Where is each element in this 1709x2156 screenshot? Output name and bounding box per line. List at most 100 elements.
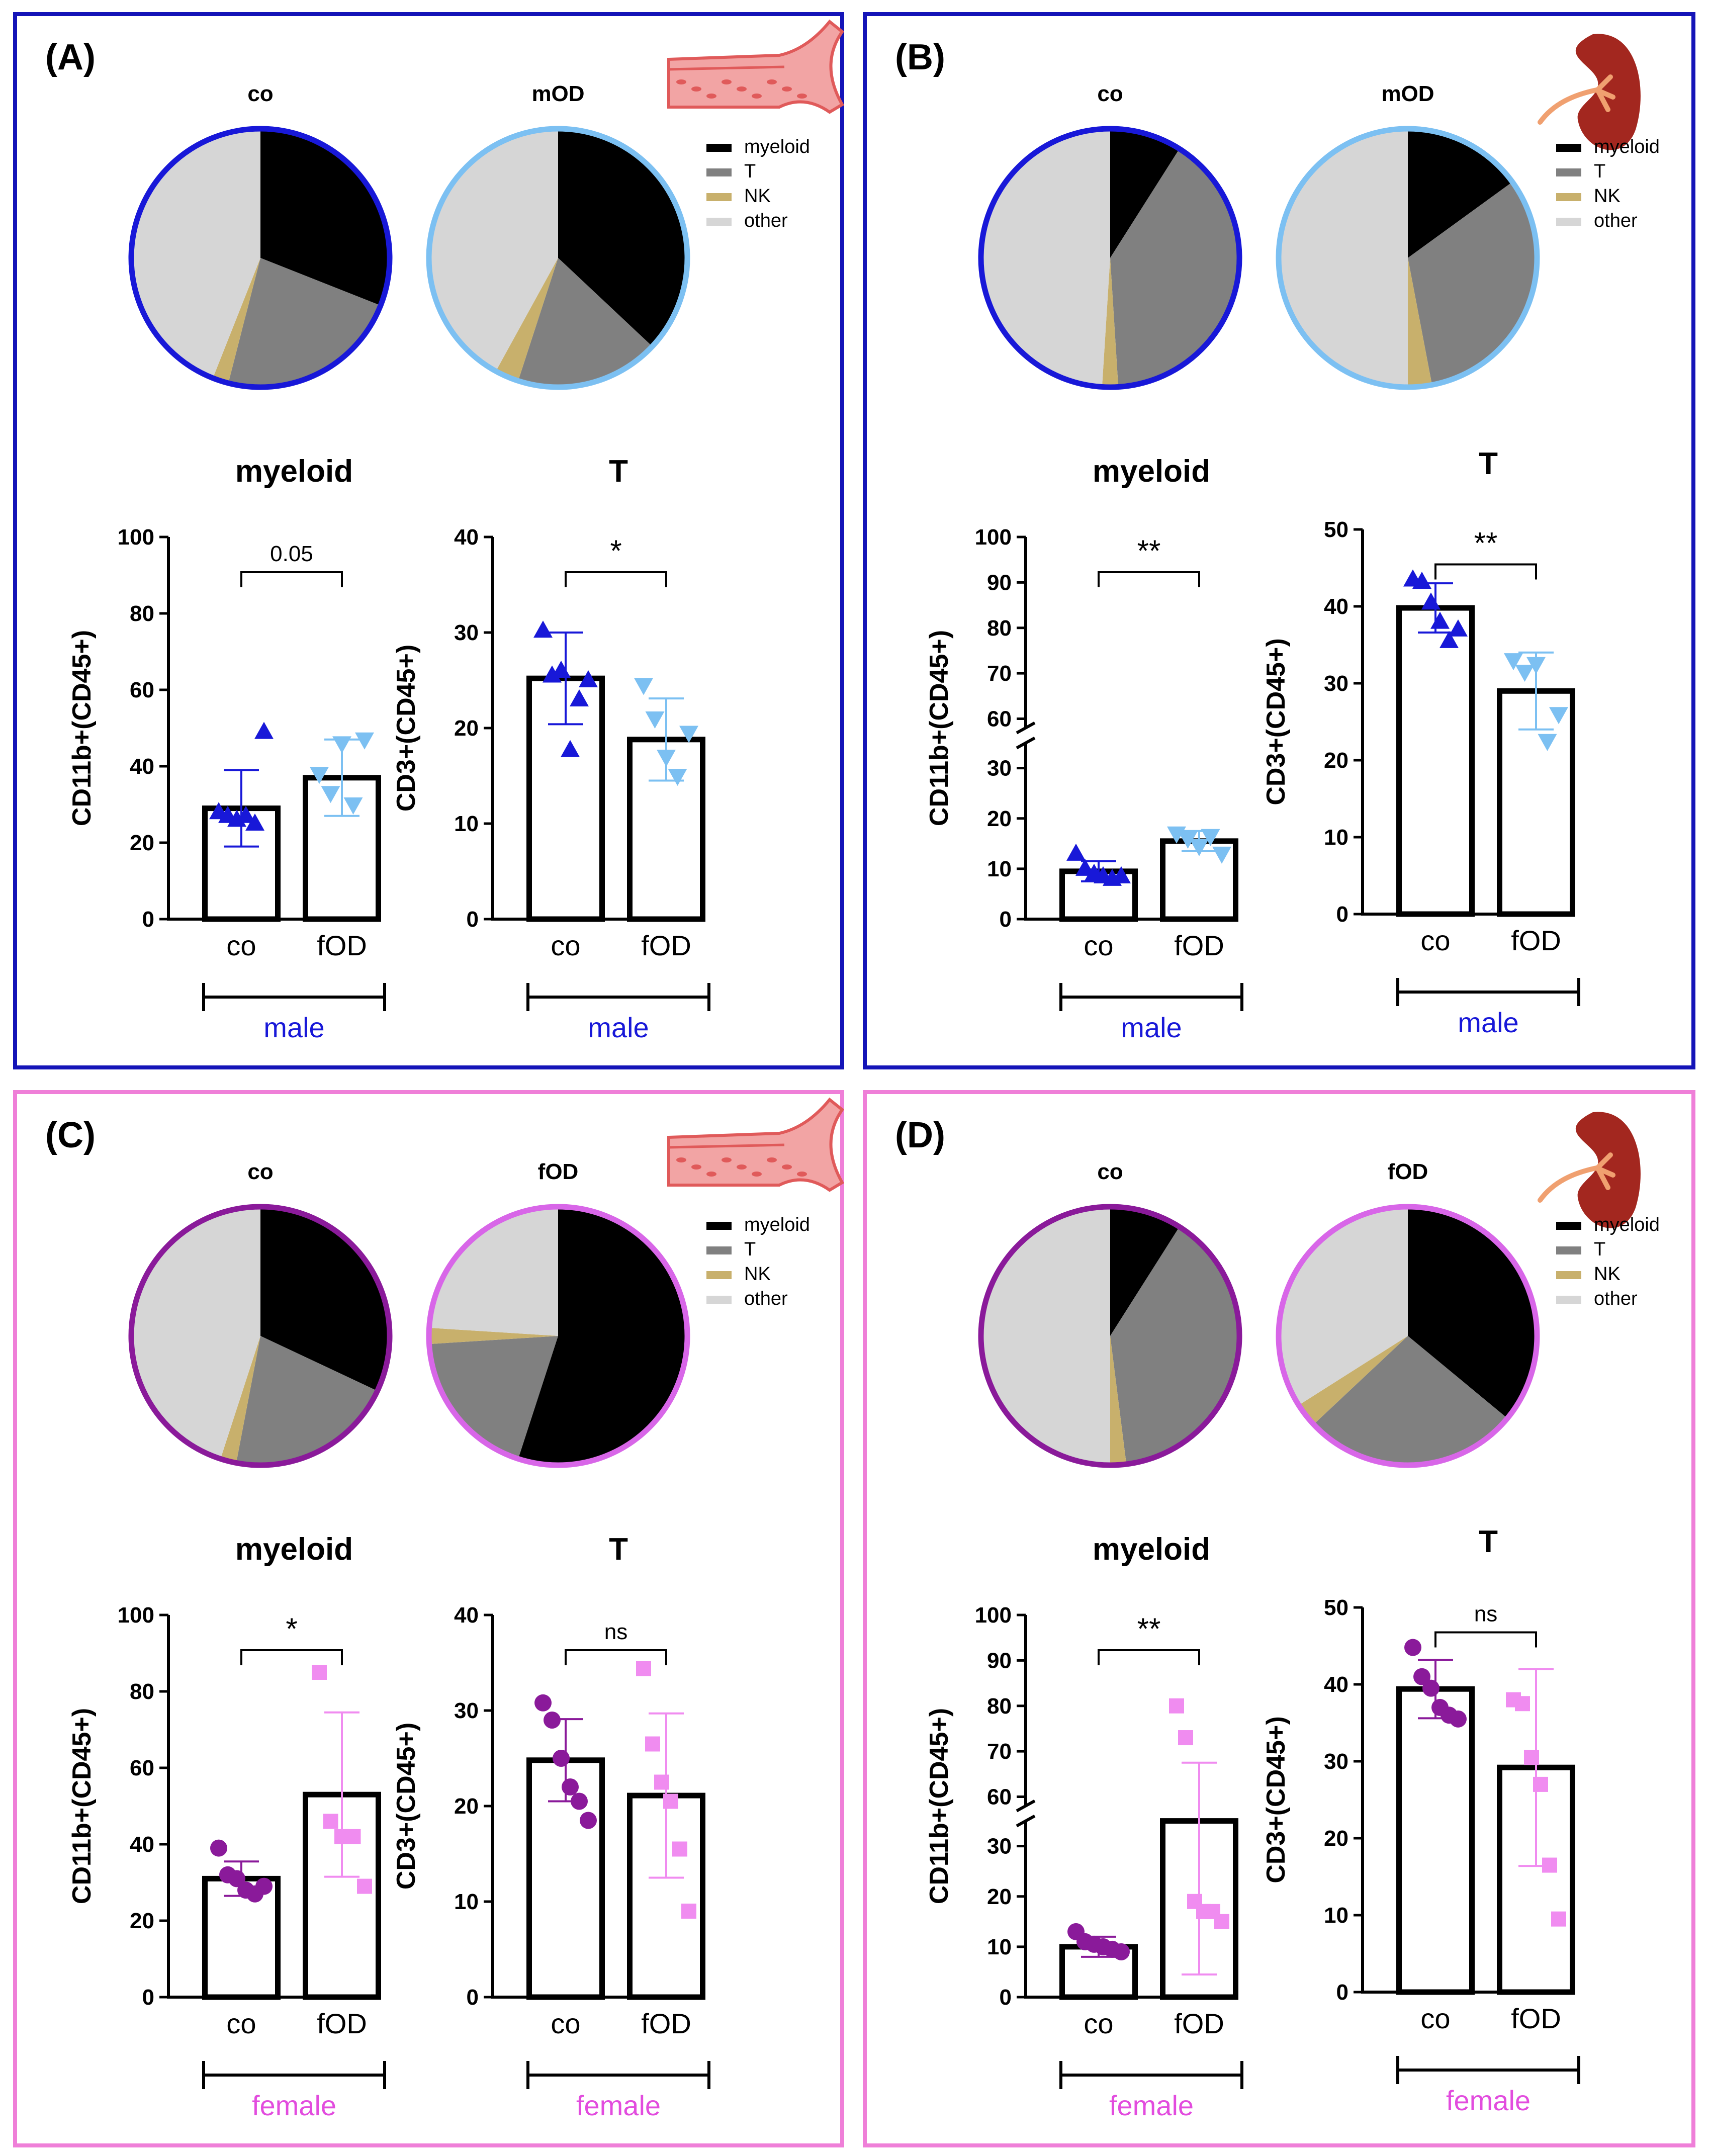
bar-0-0-tick-label: 60 xyxy=(130,678,154,702)
bar-1-0-category-label: co xyxy=(1084,930,1113,961)
pie-2-0-slice-T xyxy=(236,1336,376,1463)
blood-cell-icon xyxy=(676,1157,686,1162)
bar-0-1-sig-bracket xyxy=(565,571,667,587)
bar-3-0-tick-label: 10 xyxy=(987,1935,1012,1959)
bar-3-0-fOD-point xyxy=(1178,1730,1193,1746)
bar-0-1-fOD-point xyxy=(634,678,653,695)
bar-0-1-fOD-point xyxy=(679,726,698,743)
panel-frame xyxy=(13,12,844,1069)
bar-1-0-title: myeloid xyxy=(1093,454,1210,489)
pie-0-1-ring xyxy=(426,126,690,390)
pie-0-1-slice-other xyxy=(431,131,558,369)
pie-3-1-slice-T xyxy=(1315,1336,1506,1463)
bar-3-1-sig-label: ns xyxy=(1474,1602,1497,1627)
vessel-wall-line xyxy=(668,65,785,71)
pie-0-1-slice-NK xyxy=(497,258,558,379)
bar-1-1-fOD-point xyxy=(1526,657,1546,674)
bar-0-1-sig-label: * xyxy=(610,534,621,568)
legend-label-T: T xyxy=(744,161,756,182)
bar-1-1-co-point xyxy=(1421,592,1441,610)
legend-swatch-T xyxy=(1556,1246,1581,1254)
bar-3-1-fOD-point xyxy=(1551,1911,1566,1927)
pie-3-0-slice-myeloid xyxy=(1110,1209,1179,1336)
bar-2-0-tick-label: 80 xyxy=(130,1679,154,1704)
bar-3-1-fOD-point xyxy=(1524,1750,1539,1765)
bar-1-0-break-mark xyxy=(1016,736,1036,750)
bar-2-1-sig-bracket xyxy=(565,1649,667,1665)
legend-label-other: other xyxy=(1594,1288,1638,1309)
legend-label-myeloid: myeloid xyxy=(1594,1214,1660,1235)
blood-cell-icon xyxy=(722,79,732,84)
legend-label-T: T xyxy=(1594,1239,1605,1260)
bar-2-1-co-point xyxy=(553,1750,570,1767)
pie-0-0-slice-T xyxy=(229,258,379,385)
legend-swatch-other xyxy=(706,1296,732,1304)
bar-1-0-tick-label: 90 xyxy=(987,570,1012,595)
bar-0-1-tick-label: 30 xyxy=(454,620,479,645)
bar-2-0-sig-label: * xyxy=(286,1612,297,1646)
legend-label-other: other xyxy=(744,210,788,231)
pie-0-1-slice-myeloid xyxy=(558,131,685,345)
bar-3-1-tick-label: 40 xyxy=(1324,1672,1348,1697)
bar-2-1-tick-label: 40 xyxy=(454,1603,479,1628)
pie-1-0-slice-T xyxy=(1110,151,1237,385)
bar-2-1-tick-label: 0 xyxy=(467,1985,479,2010)
blood-cell-icon xyxy=(752,94,762,99)
bar-0-1-group-label: male xyxy=(588,1012,649,1043)
bar-2-1-tick-label: 20 xyxy=(454,1794,479,1819)
bar-2-0-fOD-point xyxy=(312,1665,327,1680)
bar-3-1-fOD-point xyxy=(1515,1696,1530,1712)
bar-3-1-category-label: co xyxy=(1420,2003,1450,2034)
panel-D: (D) co fOD myeloid T NK other myeloid 0 10 20 30 60 7… xyxy=(863,1090,1695,2147)
legend-swatch-other xyxy=(1556,1296,1581,1304)
bar-0-0-group-label: male xyxy=(263,1012,324,1043)
pie-2-0-slice-other xyxy=(134,1209,260,1457)
bar-0-0-fOD-point xyxy=(310,767,329,784)
bar-1-0-fOD-point xyxy=(1201,829,1220,846)
bar-1-1-co-point xyxy=(1430,611,1450,629)
bar-1-0-tick-label: 80 xyxy=(987,616,1012,641)
pie-1-0-ring xyxy=(978,126,1242,390)
bar-2-1-sig-label: ns xyxy=(604,1620,627,1644)
bar-1-0-tick-label: 10 xyxy=(987,857,1012,881)
panel-B: (B) co mOD myeloid T NK other myeloid 0 10 20 30 60 7… xyxy=(863,12,1695,1069)
bar-1-1-co-bar xyxy=(1396,605,1475,917)
pie-3-0-slice-NK xyxy=(1110,1336,1126,1463)
bar-2-0-fOD-point xyxy=(357,1878,372,1894)
bar-2-0-co-point xyxy=(228,1870,245,1888)
pie-2-1-slice-NK xyxy=(431,1328,558,1344)
legend-swatch-myeloid xyxy=(706,144,732,152)
bar-1-0-fOD-point xyxy=(1178,831,1198,849)
bar-2-1-fOD-point xyxy=(663,1793,678,1809)
pie-2-1-slice-other xyxy=(431,1209,558,1336)
bar-1-1-category-label: co xyxy=(1420,925,1450,956)
legend-label-T: T xyxy=(1594,161,1605,182)
bar-3-0-tick-label: 90 xyxy=(987,1648,1012,1673)
bar-0-1-category-label: fOD xyxy=(641,930,691,961)
bar-3-0-break-mark xyxy=(1016,1814,1036,1828)
bar-3-0-category-label: co xyxy=(1084,2008,1113,2039)
bar-2-1-co-point xyxy=(544,1712,561,1729)
pie-2-0-ring xyxy=(128,1204,393,1468)
blood-cell-icon xyxy=(752,1172,762,1177)
panel-letter: (C) xyxy=(45,1115,96,1155)
bar-1-1-category-label: fOD xyxy=(1511,925,1561,956)
bar-2-0-co-point xyxy=(210,1839,227,1857)
bar-2-1-fOD-point xyxy=(636,1661,651,1676)
panel-frame xyxy=(13,1090,844,2147)
ureter-icon xyxy=(1538,74,1615,125)
bar-2-0-tick-label: 60 xyxy=(130,1756,154,1780)
bar-3-0-co-point xyxy=(1113,1943,1130,1960)
bar-0-0-ylabel: CD11b+(CD45+) xyxy=(67,630,97,826)
pie-0-0-slice-NK xyxy=(214,258,260,381)
legend-label-myeloid: myeloid xyxy=(744,136,810,157)
bar-2-0-category-label: co xyxy=(226,2008,256,2039)
bar-3-1-ylabel: CD3+(CD45+) xyxy=(1262,1716,1291,1883)
bar-2-0-tick-label: 100 xyxy=(118,1603,154,1628)
bar-3-1-tick-label: 20 xyxy=(1324,1826,1348,1851)
blood-cell-icon xyxy=(691,1164,701,1170)
pie-3-1-slice-other xyxy=(1281,1209,1408,1404)
bar-0-1-co-point xyxy=(533,620,553,638)
legend-label-myeloid: myeloid xyxy=(1594,136,1660,157)
bar-1-1-tick-label: 30 xyxy=(1324,671,1348,696)
